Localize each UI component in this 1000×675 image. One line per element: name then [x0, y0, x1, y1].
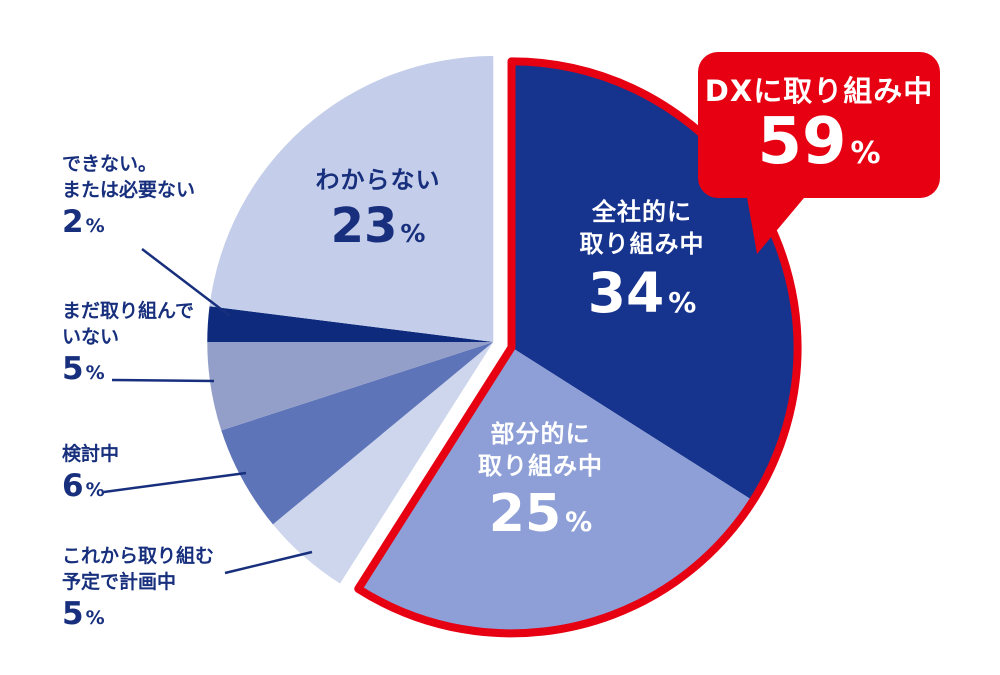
callout-tail	[745, 186, 814, 254]
slice-label-text: 全社的に	[592, 198, 692, 226]
leader-lines	[103, 248, 313, 575]
label-korekara: これから取り組む 予定で計画中 5%	[62, 543, 214, 630]
callout-value-percent-sign: %	[850, 135, 881, 171]
label-zensha-teki: 全社的に 取り組み中 34%	[543, 196, 741, 321]
slice-label-text: 検討中	[62, 443, 120, 465]
slice-label-text: または必要ない	[62, 179, 196, 201]
leader-line-mada	[111, 378, 215, 383]
slice-label-text: これから取り組む	[62, 545, 215, 567]
slice-label-text: いない	[62, 326, 120, 348]
leader-line-korekara	[224, 550, 313, 575]
callout-value: 59%	[757, 110, 880, 174]
pie-slice	[221, 342, 494, 525]
slice-value: 2%	[62, 204, 105, 240]
slice-label-text: 取り組み中	[579, 230, 705, 258]
slice-label-text: 取り組み中	[478, 452, 603, 480]
label-wakaranai: わからない 23%	[262, 164, 494, 250]
slice-value: 25%	[488, 484, 593, 544]
label-bubun-teki: 部分的に 取り組み中 25%	[438, 418, 643, 540]
pie-slice	[209, 56, 494, 343]
pie-slice	[358, 347, 754, 634]
callout-value-number: 59	[757, 104, 847, 179]
pie-slice	[207, 342, 494, 431]
pie-slice	[272, 342, 494, 584]
slice-value: 5%	[62, 596, 105, 632]
callout-dx-total: DXに取り組み中 59%	[698, 52, 940, 198]
label-dekinai: できない。 または必要ない 2%	[62, 151, 195, 238]
slice-value: 6%	[62, 468, 105, 504]
pie-slice	[207, 306, 494, 343]
label-kento-chu: 検討中 6%	[62, 441, 119, 502]
dx-group-outline	[354, 57, 802, 638]
slice-value: 5%	[62, 351, 105, 387]
callout-title: DXに取り組み中	[704, 74, 934, 109]
slice-label-text: 予定で計画中	[62, 571, 177, 593]
slice-label-text: できない。	[62, 153, 158, 175]
slice-value: 34%	[587, 261, 697, 325]
slice-label-text: わからない	[315, 166, 441, 194]
slice-label-text: まだ取り組んで	[62, 300, 195, 322]
slice-label-text: 部分的に	[490, 420, 591, 448]
leader-line-kento	[103, 471, 247, 494]
slice-value: 23%	[330, 198, 426, 254]
leader-line-dekinai	[141, 248, 231, 317]
label-mada: まだ取り組んで いない 5%	[62, 298, 194, 385]
